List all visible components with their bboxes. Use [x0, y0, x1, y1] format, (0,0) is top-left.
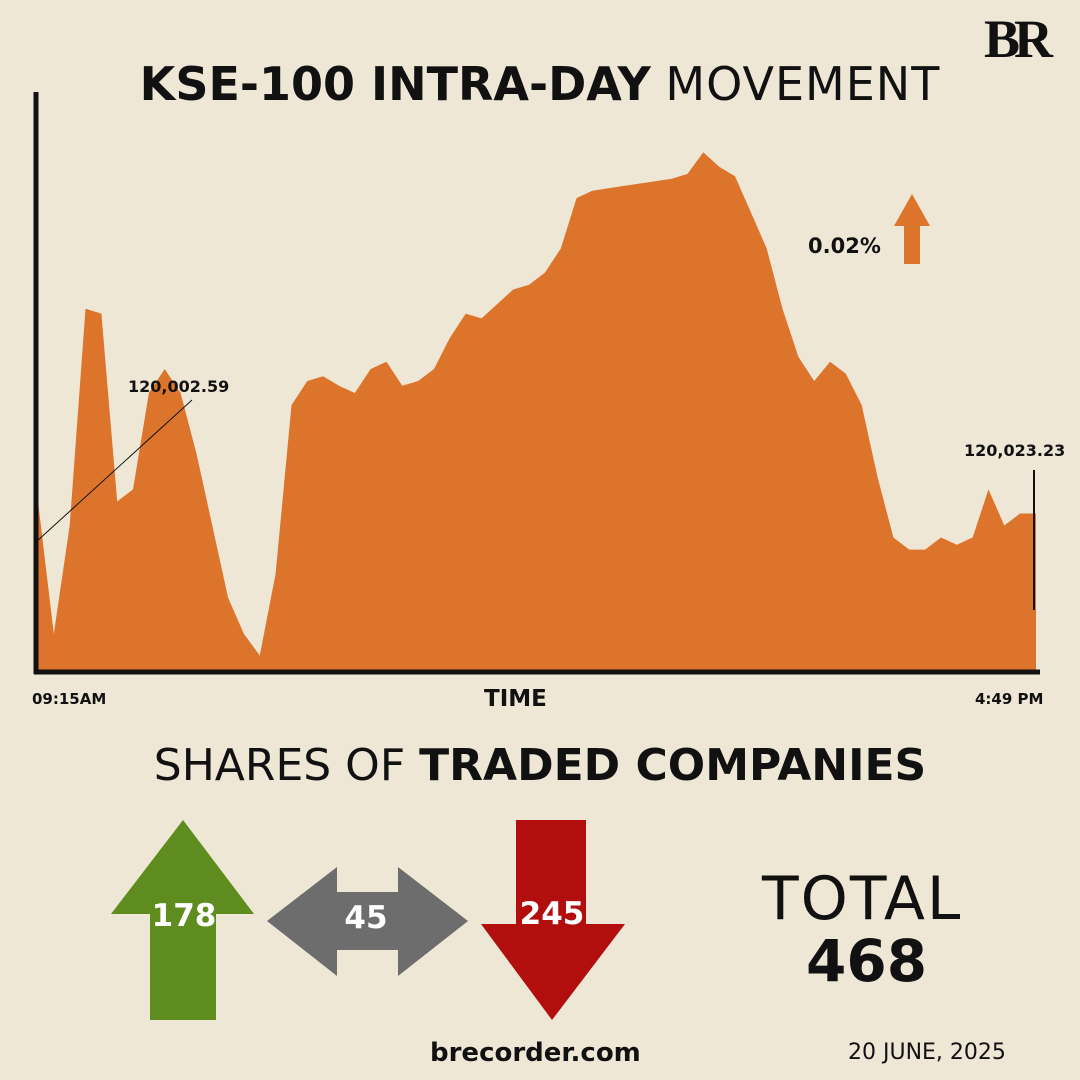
- chart-title: KSE-100 INTRA-DAY MOVEMENT: [0, 56, 1080, 112]
- time-start-label: 09:15AM: [32, 690, 107, 708]
- up-change-icon: [894, 194, 930, 264]
- title-bold: KSE-100 INTRA-DAY: [139, 57, 651, 111]
- close-value-label: 120,023.23: [964, 441, 1065, 460]
- x-axis-title: TIME: [484, 686, 547, 712]
- change-percent: 0.02%: [808, 234, 881, 258]
- br-logo: BR: [984, 9, 1053, 69]
- intraday-chart: 120,002.59 120,023.23: [33, 92, 1065, 675]
- title-light: MOVEMENT: [665, 57, 941, 111]
- advancers-count: 178: [151, 898, 217, 934]
- total-value: 468: [806, 927, 928, 995]
- index-area: [38, 152, 1036, 670]
- double-arrow-icon: [267, 867, 468, 976]
- up-arrow-icon: [111, 820, 254, 1020]
- breadth-heading-light: SHARES OF: [153, 740, 406, 791]
- breadth-heading: SHARES OF TRADED COMPANIES: [0, 738, 1080, 794]
- decliners-count: 245: [519, 896, 585, 932]
- down-arrow-icon: [481, 820, 625, 1020]
- site-url[interactable]: brecorder.com: [430, 1038, 641, 1068]
- open-leader-line: [35, 399, 193, 543]
- report-date: 20 JUNE, 2025: [848, 1040, 1006, 1065]
- unchanged-count: 45: [344, 900, 388, 936]
- total-label: TOTAL: [762, 864, 963, 934]
- breadth-heading-bold: TRADED COMPANIES: [419, 740, 927, 791]
- open-value-label: 120,002.59: [128, 377, 229, 396]
- time-end-label: 4:49 PM: [975, 690, 1044, 708]
